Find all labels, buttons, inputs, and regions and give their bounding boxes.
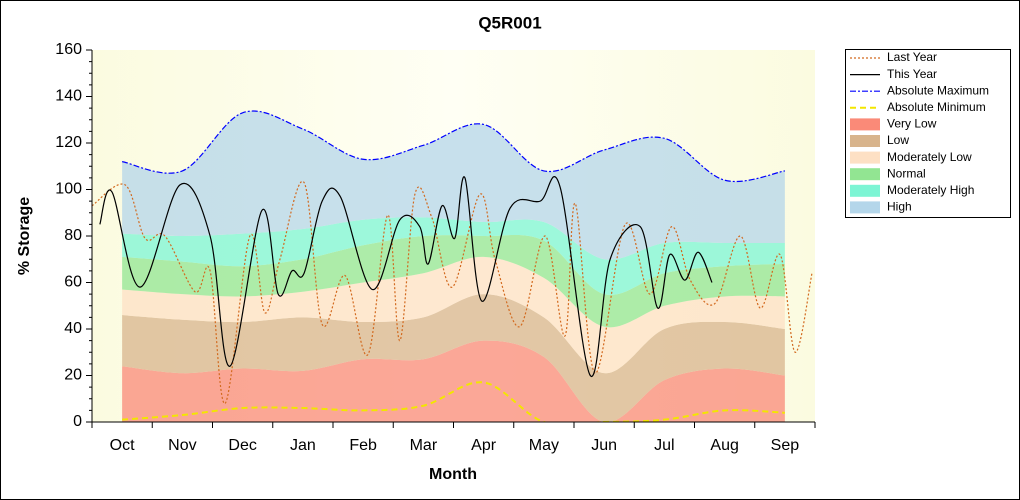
legend-label: Moderately High bbox=[887, 183, 974, 197]
x-axis-title: Month bbox=[429, 466, 477, 483]
series-line bbox=[122, 110, 785, 183]
legend-label: Absolute Minimum bbox=[887, 100, 986, 114]
x-tick-label: Jul bbox=[654, 437, 674, 454]
x-tick-label: Apr bbox=[471, 437, 497, 454]
y-tick-label: 20 bbox=[64, 367, 82, 384]
band bbox=[122, 111, 785, 260]
series-line bbox=[122, 381, 785, 422]
x-tick-label: Oct bbox=[110, 437, 135, 454]
y-tick-label: 60 bbox=[64, 274, 82, 291]
legend-swatch bbox=[850, 135, 880, 147]
band bbox=[122, 256, 785, 374]
legend-swatch bbox=[850, 151, 880, 164]
legend-label: Low bbox=[887, 133, 909, 147]
legend-label: Absolute Maximum bbox=[887, 83, 989, 97]
y-axis-title: % Storage bbox=[16, 197, 33, 275]
y-tick-label: 120 bbox=[55, 134, 82, 151]
band bbox=[122, 234, 785, 328]
legend-swatch bbox=[850, 168, 880, 181]
y-tick-label: 0 bbox=[73, 413, 82, 430]
legend-label: This Year bbox=[887, 67, 937, 81]
band bbox=[122, 340, 785, 422]
x-tick-label: Dec bbox=[228, 437, 256, 454]
y-tick-label: 140 bbox=[55, 88, 82, 105]
band bbox=[122, 294, 785, 422]
x-tick-label: Feb bbox=[349, 437, 377, 454]
legend-swatch bbox=[850, 118, 880, 131]
legend-swatch bbox=[850, 184, 880, 197]
y-tick-label: 100 bbox=[55, 181, 82, 198]
legend-label: Last Year bbox=[887, 50, 937, 64]
x-tick-label: Sep bbox=[771, 437, 800, 454]
x-tick-label: Aug bbox=[710, 437, 738, 454]
y-tick-label: 80 bbox=[64, 227, 82, 244]
chart-title: Q5R001 bbox=[478, 13, 541, 32]
plot bbox=[92, 110, 813, 422]
y-tick-label: 160 bbox=[55, 41, 82, 58]
legend-label: Normal bbox=[887, 166, 926, 180]
y-tick-label: 40 bbox=[64, 320, 82, 337]
legend-swatch bbox=[850, 201, 880, 214]
legend-label: High bbox=[887, 200, 912, 214]
band bbox=[122, 217, 785, 295]
x-tick-label: May bbox=[529, 437, 559, 454]
x-tick-label: Jun bbox=[591, 437, 617, 454]
legend-label: Moderately Low bbox=[887, 150, 972, 164]
x-tick-label: Jan bbox=[290, 437, 316, 454]
series-line bbox=[99, 176, 713, 377]
series-line bbox=[92, 180, 813, 405]
x-tick-label: Mar bbox=[410, 437, 438, 454]
x-tick-label: Nov bbox=[168, 437, 196, 454]
legend-label: Very Low bbox=[887, 117, 937, 131]
